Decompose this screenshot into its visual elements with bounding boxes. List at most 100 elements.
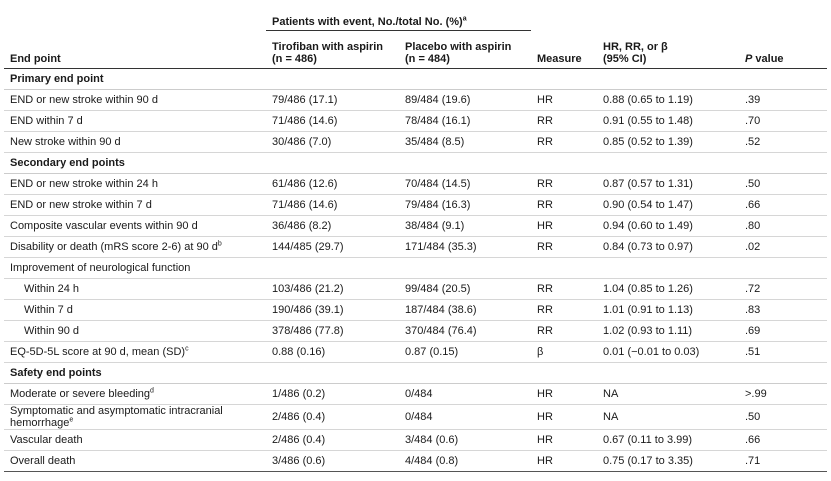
cell-text: 0/484: [405, 411, 433, 423]
cell: .71: [739, 450, 827, 472]
cell: 378/486 (77.8): [266, 320, 399, 342]
cell-text: RR: [537, 115, 553, 127]
cell-text: 89/484 (19.6): [405, 94, 471, 106]
cell-text: HR: [537, 388, 553, 400]
cell: HR: [531, 429, 597, 451]
row-label-text: END or new stroke within 24 h: [10, 178, 158, 190]
cell-text: HR: [537, 455, 553, 467]
cell-text: 1/486 (0.2): [272, 388, 326, 400]
cell-text: 35/484 (8.5): [405, 136, 465, 148]
data-row: END within 7 d 71/486 (14.6) 78/484 (16.1)…: [4, 110, 827, 132]
cell-text: 2/486 (0.4): [272, 411, 326, 423]
footnote-mark: c: [185, 345, 189, 353]
cell: .80: [739, 215, 827, 237]
cell: .52: [739, 131, 827, 153]
cell-text: 378/486 (77.8): [272, 325, 344, 337]
cell-text: .72: [745, 283, 761, 295]
cell-text: 0.87 (0.57 to 1.31): [603, 178, 693, 190]
data-row: Within 24 h 103/486 (21.2) 99/484 (20.5) RR…: [4, 278, 827, 300]
cell: .50: [739, 173, 827, 195]
row-label: New stroke within 90 d: [4, 131, 266, 153]
cell-text: 1.04 (0.85 to 1.26): [603, 283, 693, 295]
cell: 71/486 (14.6): [266, 194, 399, 216]
row-label: Within 7 d: [4, 299, 266, 321]
cell: RR: [531, 131, 597, 153]
column-header: P value: [739, 30, 827, 69]
data-row: Vascular death 2/486 (0.4) 3/484 (0.6) HR 0.…: [4, 429, 827, 451]
cell-text: β: [537, 346, 544, 358]
cell: 3/484 (0.6): [399, 429, 531, 451]
cell-text: 99/484 (20.5): [405, 283, 471, 295]
cell-text: 3/484 (0.6): [405, 434, 459, 446]
cell: .66: [739, 429, 827, 451]
cell: HR: [531, 383, 597, 405]
cell-text: .83: [745, 304, 761, 316]
cell: 0.75 (0.17 to 3.35): [597, 450, 739, 472]
column-header-line: (n = 486): [272, 53, 317, 65]
cell: RR: [531, 320, 597, 342]
cell-text: HR: [537, 94, 553, 106]
row-label-text: Improvement of neurological function: [10, 262, 191, 274]
cell-text: RR: [537, 325, 553, 337]
cell: .69: [739, 320, 827, 342]
data-row: Within 90 d 378/486 (77.8) 370/484 (76.4) R…: [4, 320, 827, 342]
cell-text: 36/486 (8.2): [272, 220, 332, 232]
cell: 89/484 (19.6): [399, 89, 531, 111]
cell: HR: [531, 89, 597, 111]
cell: [597, 257, 739, 279]
cell: 0.84 (0.73 to 0.97): [597, 236, 739, 258]
results-table: Patients with event, No./total No. (%)a …: [4, 4, 827, 472]
column-header-line: (n = 484): [405, 53, 450, 65]
cell-text: HR: [537, 220, 553, 232]
group-header: Patients with event, No./total No. (%)a: [266, 4, 531, 31]
cell-text: HR: [537, 411, 553, 423]
cell-text: .02: [745, 241, 761, 253]
cell: HR: [531, 404, 597, 430]
cell-text: 1.01 (0.91 to 1.13): [603, 304, 693, 316]
cell-text: 0.84 (0.73 to 0.97): [603, 241, 693, 253]
row-label: Within 24 h: [4, 278, 266, 300]
cell-text: NA: [603, 388, 619, 400]
footnote-mark: b: [217, 240, 222, 248]
cell-text: HR: [537, 434, 553, 446]
row-label: Disability or death (mRS score 2-6) at 9…: [4, 236, 266, 258]
row-label-text: EQ-5D-5L score at 90 d, mean (SD): [10, 346, 186, 358]
cell: 2/486 (0.4): [266, 404, 399, 430]
cell: 0/484: [399, 383, 531, 405]
cell: [266, 257, 399, 279]
column-header-line: End point: [10, 53, 61, 65]
cell: [399, 257, 531, 279]
cell: RR: [531, 110, 597, 132]
cell-text: RR: [537, 241, 553, 253]
cell: 0.88 (0.16): [266, 341, 399, 363]
cell-text: 144/485 (29.7): [272, 241, 344, 253]
cell: HR: [531, 450, 597, 472]
cell: RR: [531, 299, 597, 321]
cell: .70: [739, 110, 827, 132]
cell: 1/486 (0.2): [266, 383, 399, 405]
cell-text: 1.02 (0.93 to 1.11): [603, 325, 693, 337]
cell: RR: [531, 236, 597, 258]
cell: 0.87 (0.15): [399, 341, 531, 363]
footnote-mark: e: [69, 416, 74, 424]
column-header: HR, RR, or β (95% CI): [597, 30, 739, 69]
row-label: END within 7 d: [4, 110, 266, 132]
cell: 0/484: [399, 404, 531, 430]
row-label: Overall death: [4, 450, 266, 472]
cell: 3/486 (0.6): [266, 450, 399, 472]
cell-text: 38/484 (9.1): [405, 220, 465, 232]
cell-text: 30/486 (7.0): [272, 136, 332, 148]
cell: 1.02 (0.93 to 1.11): [597, 320, 739, 342]
cell-text: .50: [745, 411, 761, 423]
cell-text: 70/484 (14.5): [405, 178, 471, 190]
column-header: Placebo with aspirin (n = 484): [399, 30, 531, 69]
row-label-text: Composite vascular events within 90 d: [10, 220, 198, 232]
row-label-text: Vascular death: [10, 434, 83, 446]
row-label-text: Symptomatic and asymptomatic intracrania…: [10, 405, 223, 429]
cell: 79/484 (16.3): [399, 194, 531, 216]
cell: 99/484 (20.5): [399, 278, 531, 300]
row-label-text: Overall death: [10, 455, 76, 467]
section-row: Primary end point: [4, 68, 827, 90]
cell: 0.67 (0.11 to 3.99): [597, 429, 739, 451]
cell: 79/486 (17.1): [266, 89, 399, 111]
